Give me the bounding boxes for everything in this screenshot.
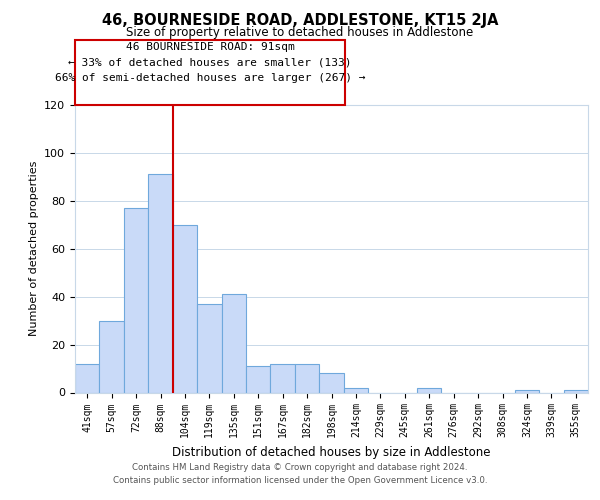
Bar bbox=[246, 366, 271, 392]
X-axis label: Distribution of detached houses by size in Addlestone: Distribution of detached houses by size … bbox=[172, 446, 491, 459]
Bar bbox=[173, 225, 197, 392]
Bar bbox=[515, 390, 539, 392]
Bar bbox=[75, 364, 100, 392]
Bar bbox=[197, 304, 221, 392]
Bar bbox=[344, 388, 368, 392]
Bar bbox=[124, 208, 148, 392]
Bar bbox=[221, 294, 246, 392]
Bar bbox=[271, 364, 295, 392]
Text: 46, BOURNESIDE ROAD, ADDLESTONE, KT15 2JA: 46, BOURNESIDE ROAD, ADDLESTONE, KT15 2J… bbox=[102, 12, 498, 28]
Bar bbox=[319, 374, 344, 392]
Bar bbox=[417, 388, 442, 392]
Bar bbox=[148, 174, 173, 392]
Y-axis label: Number of detached properties: Number of detached properties bbox=[29, 161, 38, 336]
Text: 46 BOURNESIDE ROAD: 91sqm
← 33% of detached houses are smaller (133)
66% of semi: 46 BOURNESIDE ROAD: 91sqm ← 33% of detac… bbox=[55, 42, 365, 83]
Text: Size of property relative to detached houses in Addlestone: Size of property relative to detached ho… bbox=[127, 26, 473, 39]
Bar bbox=[100, 320, 124, 392]
Bar bbox=[295, 364, 319, 392]
Bar bbox=[563, 390, 588, 392]
Text: Contains HM Land Registry data © Crown copyright and database right 2024.: Contains HM Land Registry data © Crown c… bbox=[132, 462, 468, 471]
Text: Contains public sector information licensed under the Open Government Licence v3: Contains public sector information licen… bbox=[113, 476, 487, 485]
